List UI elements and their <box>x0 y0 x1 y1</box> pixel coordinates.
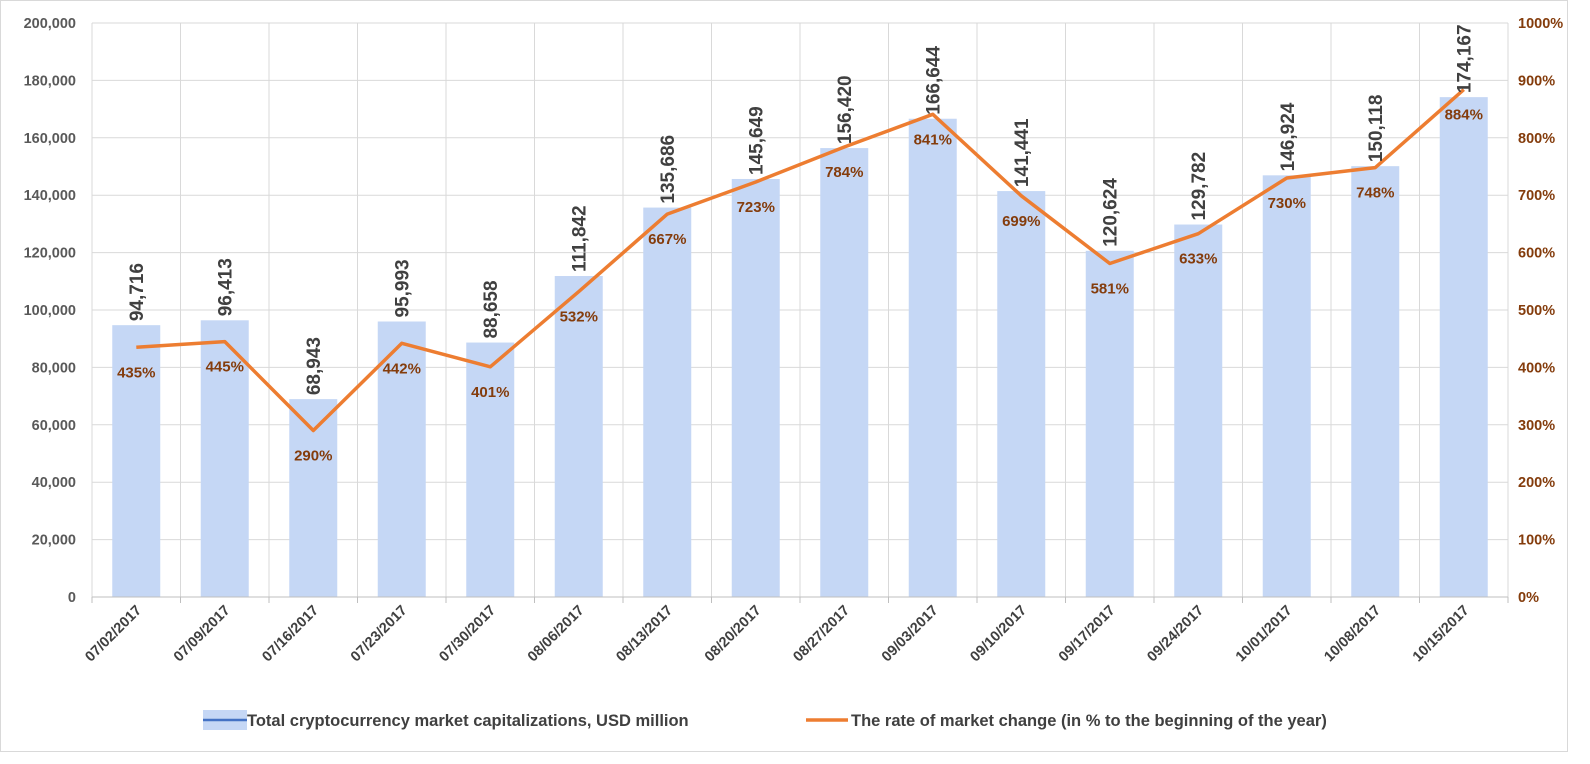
y-left-tick-label: 100,000 <box>24 303 76 319</box>
bar <box>1262 175 1311 597</box>
x-tick-label: 09/17/2017 <box>1056 603 1119 666</box>
line-value-label: 667% <box>648 231 686 248</box>
x-tick-label: 07/02/2017 <box>82 603 145 666</box>
y-right-tick-label: 1000% <box>1518 16 1563 32</box>
line-value-label: 699% <box>1002 213 1040 230</box>
y-right-tick-label: 500% <box>1518 303 1555 319</box>
axes: 0 20,000 40,000 60,000 80,000 100,000 120,000 1… <box>24 16 1564 665</box>
x-tick-label: 10/01/2017 <box>1233 603 1296 666</box>
y-left-tick-label: 160,000 <box>24 131 76 147</box>
x-tick-label: 09/03/2017 <box>879 603 942 666</box>
data-labels: 94,716 96,413 68,943 95,993 88,658 111,842 135… <box>117 24 1483 464</box>
bar <box>466 342 515 597</box>
bar-value-label: 166,644 <box>924 46 945 115</box>
line-value-label: 581% <box>1091 281 1129 298</box>
bar <box>377 321 426 597</box>
y-right-tick-label: 400% <box>1518 360 1555 376</box>
y-right-tick-label: 800% <box>1518 131 1555 147</box>
x-tick-label: 08/20/2017 <box>702 603 765 666</box>
line-value-label: 730% <box>1268 195 1306 212</box>
y-left-tick-label: 120,000 <box>24 246 76 262</box>
line-value-label: 723% <box>737 199 775 216</box>
bar <box>554 276 603 597</box>
line-value-label: 442% <box>383 360 421 377</box>
bar-value-label: 150,118 <box>1366 95 1387 163</box>
y-right-tick-label: 100% <box>1518 533 1555 549</box>
y-right-tick-label: 900% <box>1518 73 1555 89</box>
line-value-label: 435% <box>117 364 155 381</box>
line-value-label: 748% <box>1356 185 1394 202</box>
y-left-tick-label: 60,000 <box>32 418 76 434</box>
y-right-tick-label: 200% <box>1518 475 1555 491</box>
y-left-tick-label: 80,000 <box>32 360 76 376</box>
legend: Total cryptocurrency market capitalizati… <box>203 710 1327 730</box>
legend-label-rate: The rate of market change (in % to the b… <box>851 712 1327 730</box>
x-tick-label: 10/08/2017 <box>1321 603 1384 666</box>
y-right-tick-label: 300% <box>1518 418 1555 434</box>
bar <box>820 148 869 598</box>
bar <box>997 191 1046 597</box>
x-tick-label: 09/10/2017 <box>967 603 1030 666</box>
bar <box>1085 250 1134 597</box>
bar <box>1351 166 1400 597</box>
bar-value-label: 94,716 <box>127 263 148 321</box>
bar-value-label: 88,658 <box>481 280 502 338</box>
bar-value-label: 156,420 <box>835 75 856 144</box>
y-left-tick-label: 40,000 <box>32 475 76 491</box>
x-tick-label: 07/23/2017 <box>348 603 411 666</box>
x-tick-label: 08/06/2017 <box>525 603 588 666</box>
x-tick-label: 09/24/2017 <box>1144 603 1207 666</box>
line-value-label: 532% <box>560 309 598 326</box>
bar <box>643 207 692 597</box>
bar-series <box>112 97 1488 598</box>
bar <box>1174 224 1223 597</box>
bar-value-label: 129,782 <box>1189 152 1210 221</box>
y-left-tick-label: 20,000 <box>32 533 76 549</box>
x-tick-label: 08/27/2017 <box>790 603 853 666</box>
line-path <box>136 88 1465 433</box>
line-value-label: 841% <box>914 131 952 148</box>
x-tick-label: 10/15/2017 <box>1410 603 1473 666</box>
y-left-tick-label: 180,000 <box>24 73 76 89</box>
bar-value-label: 174,167 <box>1455 24 1476 93</box>
x-tick-label: 08/13/2017 <box>613 603 676 666</box>
line-value-label: 633% <box>1179 251 1217 268</box>
bar-value-label: 145,649 <box>747 106 768 175</box>
bar <box>1439 97 1488 597</box>
line-series <box>136 88 1465 433</box>
bar <box>112 325 161 597</box>
y-left-tick-label: 0 <box>68 590 76 606</box>
bar-value-label: 135,686 <box>658 135 679 204</box>
line-value-label: 401% <box>471 384 509 401</box>
line-value-label: 784% <box>825 164 863 181</box>
bar <box>731 178 780 597</box>
x-tick-label: 07/16/2017 <box>259 603 322 666</box>
bar-value-label: 120,624 <box>1101 178 1122 247</box>
y-left-tick-label: 140,000 <box>24 188 76 204</box>
bar <box>200 320 249 597</box>
legend-label-capitalization: Total cryptocurrency market capitalizati… <box>247 712 689 730</box>
line-value-label: 884% <box>1445 107 1483 124</box>
line-value-label: 290% <box>294 448 332 465</box>
bar-value-label: 141,441 <box>1012 118 1033 187</box>
bar-value-label: 111,842 <box>570 205 591 272</box>
bar <box>908 118 957 597</box>
x-tick-label: 07/30/2017 <box>436 603 499 666</box>
bar-value-label: 95,993 <box>393 259 414 317</box>
bar-value-label: 96,413 <box>216 258 237 316</box>
line-value-label: 445% <box>206 359 244 376</box>
y-right-tick-label: 0% <box>1518 590 1539 606</box>
y-right-tick-label: 700% <box>1518 188 1555 204</box>
y-left-tick-label: 200,000 <box>24 16 76 32</box>
y-right-tick-label: 600% <box>1518 246 1555 262</box>
bar-value-label: 68,943 <box>304 337 325 395</box>
bar-value-label: 146,924 <box>1278 102 1299 171</box>
x-tick-label: 07/09/2017 <box>171 603 234 666</box>
